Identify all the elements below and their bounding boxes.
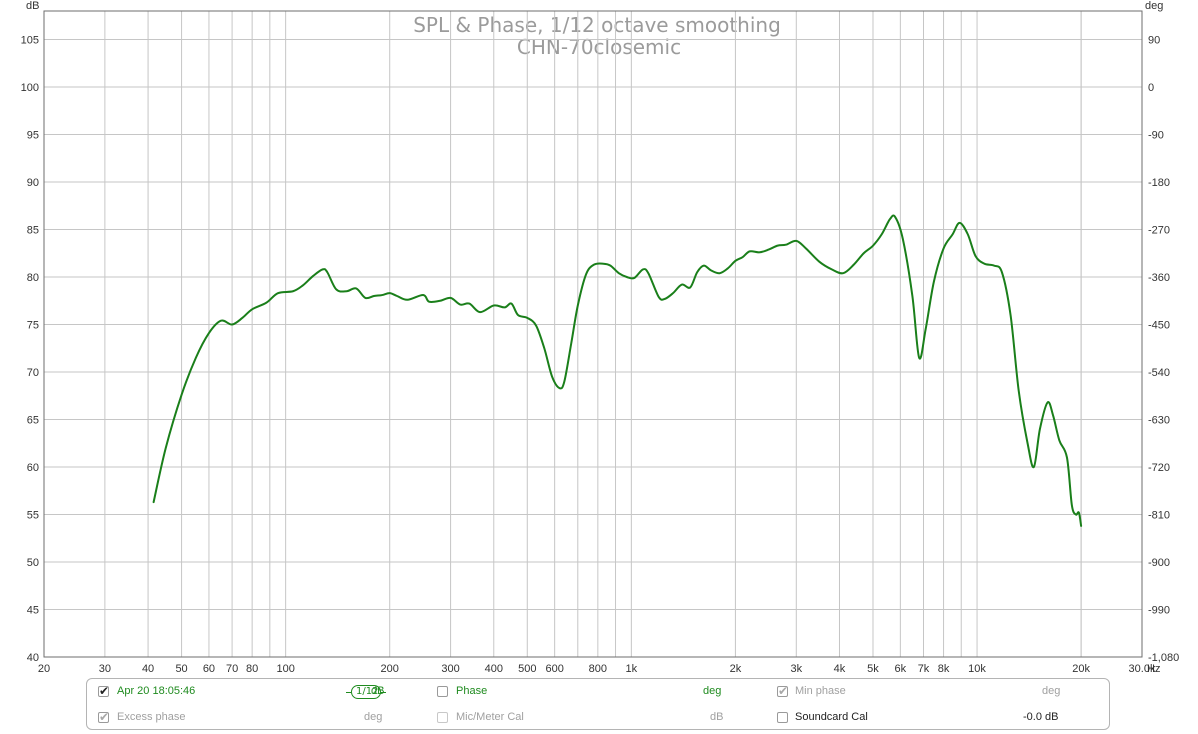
min-phase-unit: deg bbox=[1042, 685, 1061, 697]
excess-phase-label[interactable]: Excess phase bbox=[117, 711, 186, 723]
y-tick-label-right: -810 bbox=[1148, 510, 1170, 522]
smoothing-denominator: 12 bbox=[365, 686, 379, 697]
y-axis-right-unit: deg bbox=[1145, 0, 1163, 12]
trace-visible-checkbox[interactable] bbox=[98, 684, 109, 698]
x-tick-label: 20 bbox=[38, 663, 50, 675]
y-tick-label-left: 60 bbox=[27, 462, 39, 474]
spl-series-line bbox=[152, 214, 1083, 527]
x-tick-label: 200 bbox=[381, 663, 399, 675]
soundcard-cal-checkbox[interactable] bbox=[777, 712, 788, 723]
x-tick-label: 7k bbox=[918, 663, 930, 675]
excess-phase-checkbox[interactable] bbox=[98, 710, 109, 724]
x-tick-label: 800 bbox=[589, 663, 607, 675]
y-tick-label-right: -450 bbox=[1148, 320, 1170, 332]
y-tick-label-right: -90 bbox=[1148, 130, 1164, 142]
y-tick-label-left: 80 bbox=[27, 272, 39, 284]
mic-cal-checkbox[interactable] bbox=[437, 712, 448, 723]
y-tick-label-left: 50 bbox=[27, 557, 39, 569]
smoothing-numerator: 1 bbox=[356, 686, 363, 697]
measurement-controls-panel: Apr 20 18:05:46 1/12 dB Phase deg Min ph… bbox=[86, 678, 1110, 730]
chart-subtitle: CHN-70closemic bbox=[517, 35, 681, 59]
spl-phase-chart: SPL & Phase, 1/12 octave smoothing CHN-7… bbox=[21, 0, 1180, 675]
y-tick-label-right: -360 bbox=[1148, 272, 1170, 284]
phase-label[interactable]: Phase bbox=[456, 685, 488, 697]
y-tick-label-right: -180 bbox=[1148, 177, 1170, 189]
x-tick-label: 10k bbox=[968, 663, 986, 675]
x-tick-label: 40 bbox=[142, 663, 154, 675]
y-tick-label-left: 95 bbox=[27, 130, 39, 142]
soundcard-cal-label[interactable]: Soundcard Cal bbox=[795, 711, 868, 723]
y-tick-label-right: 0 bbox=[1148, 82, 1154, 94]
y-tick-label-right: -540 bbox=[1148, 367, 1170, 379]
x-tick-label: 6k bbox=[895, 663, 907, 675]
y-tick-label-left: 45 bbox=[27, 605, 39, 617]
y-tick-label-left: 100 bbox=[21, 82, 39, 94]
y-tick-label-right: -630 bbox=[1148, 415, 1170, 427]
excess-phase-unit: deg bbox=[364, 711, 383, 723]
y-tick-label-left: 65 bbox=[27, 415, 39, 427]
y-tick-label-right: -1,080 bbox=[1148, 652, 1179, 664]
y-tick-label-right: -270 bbox=[1148, 225, 1170, 237]
x-tick-label: 4k bbox=[834, 663, 846, 675]
x-tick-label: 5k bbox=[867, 663, 879, 675]
x-tick-label: 300 bbox=[441, 663, 459, 675]
phase-unit: deg bbox=[703, 685, 722, 697]
min-phase-checkbox[interactable] bbox=[777, 684, 788, 698]
phase-checkbox[interactable] bbox=[437, 686, 448, 697]
x-tick-label: 80 bbox=[246, 663, 258, 675]
y-axis-left-unit: dB bbox=[26, 0, 39, 12]
x-tick-label: 2k bbox=[730, 663, 742, 675]
mic-cal-unit: dB bbox=[710, 711, 724, 723]
y-tick-label-left: 75 bbox=[27, 320, 39, 332]
x-tick-label: 8k bbox=[938, 663, 950, 675]
min-phase-label[interactable]: Min phase bbox=[795, 685, 846, 697]
y-tick-label-left: 55 bbox=[27, 510, 39, 522]
trace-label[interactable]: Apr 20 18:05:46 bbox=[117, 685, 196, 697]
chart-title: SPL & Phase, 1/12 octave smoothing bbox=[413, 13, 781, 37]
x-tick-label: 600 bbox=[545, 663, 563, 675]
y-tick-label-right: -990 bbox=[1148, 605, 1170, 617]
x-tick-label: 3k bbox=[790, 663, 802, 675]
mic-cal-label[interactable]: Mic/Meter Cal bbox=[456, 711, 524, 723]
y-tick-label-left: 40 bbox=[27, 652, 39, 664]
soundcard-cal-value: -0.0 dB bbox=[1023, 711, 1059, 723]
x-tick-label: 30 bbox=[99, 663, 111, 675]
x-tick-label: 400 bbox=[485, 663, 503, 675]
y-tick-label-left: 90 bbox=[27, 177, 39, 189]
y-tick-label-right: -720 bbox=[1148, 462, 1170, 474]
y-tick-label-right: -900 bbox=[1148, 557, 1170, 569]
y-tick-label-left: 70 bbox=[27, 367, 39, 379]
plot-frame bbox=[43, 10, 1143, 658]
y-tick-label-left: 85 bbox=[27, 225, 39, 237]
x-tick-label: 500 bbox=[518, 663, 536, 675]
x-tick-label: 20k bbox=[1072, 663, 1090, 675]
x-tick-label: 100 bbox=[276, 663, 294, 675]
y-tick-label-left: 105 bbox=[21, 35, 39, 47]
x-axis-unit: Hz bbox=[1147, 663, 1160, 675]
x-tick-label: 1k bbox=[626, 663, 638, 675]
smoothing-fraction: 1/12 bbox=[356, 686, 379, 697]
y-tick-label-right: 90 bbox=[1148, 35, 1160, 47]
x-tick-label: 70 bbox=[226, 663, 238, 675]
x-tick-label: 30.0k bbox=[1129, 663, 1156, 675]
smoothing-selector[interactable]: 1/12 bbox=[346, 685, 386, 699]
x-tick-label: 50 bbox=[175, 663, 187, 675]
trace-unit: dB bbox=[371, 685, 385, 697]
x-tick-label: 60 bbox=[203, 663, 215, 675]
